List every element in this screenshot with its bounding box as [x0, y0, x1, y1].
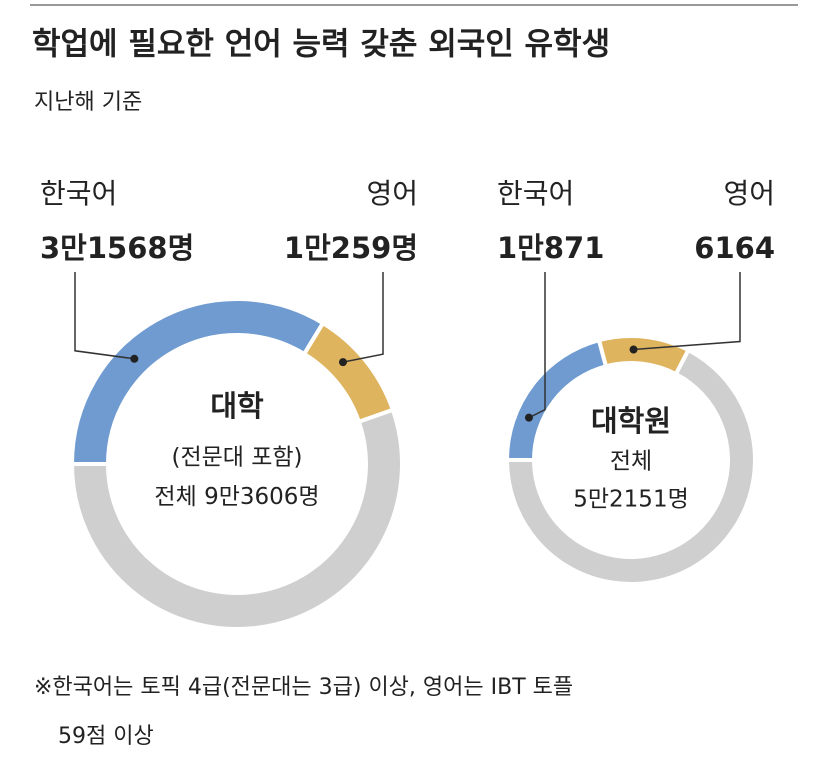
total-label: 전체 9만3606명 — [154, 484, 319, 510]
donut-segment — [504, 347, 757, 586]
leader-line — [633, 272, 741, 351]
leader-line — [342, 272, 384, 363]
value-label: 1만259명 — [284, 231, 418, 265]
leader-dot — [524, 413, 533, 422]
donut-segment — [69, 407, 404, 631]
category-label: 영어 — [366, 177, 418, 210]
total-caption: 전체 — [154, 484, 196, 510]
total-value: 9만3606명 — [204, 484, 320, 510]
value-label: 3만1568명 — [40, 231, 194, 265]
value-label: 1만871 — [497, 231, 604, 265]
leader-dot — [629, 345, 638, 354]
donut-title: 대학 — [210, 389, 264, 423]
total-value: 5만2151명 — [573, 487, 689, 513]
donut-segment — [69, 297, 326, 466]
footnote: ※한국어는 토픽 4급(전문대는 3급) 이상, 영어는 IBT 토플 — [34, 675, 573, 700]
donut-title: 대학원 — [591, 404, 671, 438]
subtitle: 지난해 기준 — [34, 90, 142, 115]
total-caption: 전체 — [610, 449, 652, 475]
donut-segment — [301, 320, 396, 425]
category-label: 영어 — [723, 177, 775, 210]
leader-line — [528, 272, 546, 419]
footnote: 59점 이상 — [58, 724, 154, 749]
donut-segment — [504, 337, 609, 462]
category-label: 한국어 — [497, 177, 574, 210]
category-label: 한국어 — [40, 177, 117, 210]
value-label: 6164 — [694, 231, 775, 265]
leader-dot — [338, 358, 347, 367]
title: 학업에 필요한 언어 능력 갖춘 외국인 유학생 — [32, 27, 610, 63]
leader-dot — [130, 354, 139, 363]
donut-subtitle: (전문대 포함) — [171, 445, 302, 471]
leader-line — [74, 272, 135, 360]
donut-segment — [596, 334, 692, 377]
